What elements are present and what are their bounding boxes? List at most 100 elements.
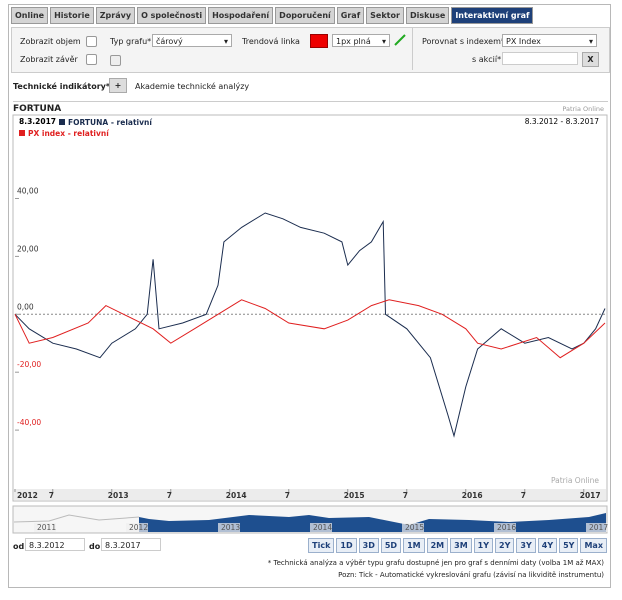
x-tick-label: 7 <box>403 491 408 500</box>
select[interactable]: 1px plná <box>332 34 390 48</box>
period-button[interactable]: 3Y <box>516 538 536 553</box>
tab[interactable]: Historie <box>50 7 94 24</box>
y-tick-label: -20,00 <box>17 360 41 369</box>
tab[interactable]: O společnosti <box>137 7 207 24</box>
to-input[interactable]: 8.3.2017 <box>101 538 161 551</box>
x-tick-label: 2015 <box>344 491 365 500</box>
period-button[interactable]: 5Y <box>559 538 579 553</box>
divider <box>13 101 608 102</box>
year-badge <box>586 523 608 532</box>
period-button[interactable]: 2M <box>426 538 449 553</box>
control-panel: Zobrazit objem Zobrazit závěr Typ grafu*… <box>11 27 610 73</box>
color-swatch[interactable] <box>310 34 328 48</box>
legend-label: FORTUNA - relativní <box>68 118 152 127</box>
legend-swatch <box>59 119 65 125</box>
x-tick-label: 2017 <box>580 491 601 500</box>
navigator-area <box>139 513 606 532</box>
year-badge <box>402 523 424 532</box>
series-line <box>14 299 606 359</box>
navigator-year: 2017 <box>589 523 608 532</box>
y-tick-label: -40,00 <box>17 418 41 427</box>
chart-range: 8.3.2012 - 8.3.2017 <box>525 117 599 126</box>
chart-frame <box>12 114 608 502</box>
period-button[interactable]: 3D <box>358 538 379 553</box>
x-tick-label: 7 <box>285 491 290 500</box>
navigator-year: 2013 <box>221 523 240 532</box>
tab[interactable]: Sektor <box>366 7 404 24</box>
period-button[interactable]: 1D <box>336 538 357 553</box>
add-indicator[interactable]: + <box>109 78 127 93</box>
period-button[interactable]: 4Y <box>537 538 558 553</box>
chart-title: FORTUNA <box>13 104 62 114</box>
navigator-year: 2014 <box>313 523 332 532</box>
period-button[interactable]: 3M <box>450 538 472 553</box>
to-label: do: <box>89 542 104 551</box>
clear-button[interactable]: X <box>582 52 599 67</box>
y-tick-label: 40,00 <box>17 186 39 195</box>
x-axis-strip <box>14 489 606 500</box>
tab[interactable]: Doporučení <box>275 7 335 24</box>
note: * Technická analýza a výběr typu grafu d… <box>267 559 604 567</box>
tab-bar: Online Historie Zprávy O společnosti Hospoda… <box>11 7 534 24</box>
select[interactable]: čárový <box>152 34 232 48</box>
checkbox[interactable] <box>86 36 97 47</box>
label: Typ grafu* <box>110 37 152 46</box>
x-tick-label: 7 <box>521 491 526 500</box>
period-button[interactable]: Tick <box>308 538 335 553</box>
tab[interactable]: Zprávy <box>95 7 136 24</box>
x-tick-label: 2012 <box>17 491 38 500</box>
label: Porovnat s indexem* <box>422 37 505 46</box>
academy-link[interactable]: Akademie technické analýzy <box>135 82 250 91</box>
x-tick-label: 2014 <box>226 491 247 500</box>
label: Trendová linka <box>242 37 300 46</box>
label: Zobrazit objem <box>20 37 81 46</box>
source: Patria Online <box>562 105 604 113</box>
period-button[interactable]: 1M <box>403 538 425 553</box>
indicators-label: Technické indikátory*: <box>13 82 114 91</box>
year-badge <box>126 523 148 532</box>
checkbox[interactable] <box>110 55 121 66</box>
y-tick-label: 20,00 <box>17 244 39 253</box>
stock-input[interactable] <box>502 52 578 65</box>
note: Pozn: Tick - Automatické vykreslování gr… <box>338 571 604 579</box>
y-tick-label: 0,00 <box>17 302 34 311</box>
tab[interactable]: Diskuse <box>405 7 450 24</box>
navigator-line <box>13 514 140 523</box>
series-line <box>14 212 606 438</box>
from-input[interactable]: 8.3.2012 <box>25 538 85 551</box>
legend-swatch <box>19 130 25 136</box>
watermark: Patria Online <box>551 476 599 485</box>
x-tick-label: 7 <box>49 491 54 500</box>
navigator-year: 2012 <box>129 523 148 532</box>
widget: Online Historie Zprávy O společnosti Hospoda… <box>8 4 611 588</box>
navigator-year: 2016 <box>497 523 516 532</box>
year-badge <box>310 523 332 532</box>
compare-box <box>412 28 603 70</box>
pen-icon[interactable] <box>393 34 407 46</box>
year-badge <box>218 523 240 532</box>
tab[interactable]: Interaktivní graf <box>451 7 534 24</box>
navigator-year: 2015 <box>405 523 424 532</box>
chart-date: 8.3.2017 <box>19 117 56 126</box>
from-label: od: <box>13 542 28 551</box>
period-buttons: Tick 1D 3D 5D 1M 2M 3M 1Y 2Y 3Y 4Y 5Y Max <box>308 538 607 553</box>
year-badge <box>494 523 516 532</box>
period-button[interactable]: Max <box>580 538 607 553</box>
x-tick-label: 7 <box>167 491 172 500</box>
tab[interactable]: Online <box>11 7 49 24</box>
navigator-year: 2011 <box>37 523 56 532</box>
period-button[interactable]: 2Y <box>495 538 515 553</box>
period-button[interactable]: 1Y <box>473 538 494 553</box>
period-button[interactable]: 5D <box>380 538 402 553</box>
year-badge <box>34 523 56 532</box>
legend-label: PX index - relativní <box>28 129 109 138</box>
x-tick-label: 2016 <box>462 491 483 500</box>
select[interactable]: PX Index <box>502 34 597 48</box>
label: Zobrazit závěr <box>20 55 78 64</box>
tab[interactable]: Graf <box>336 7 365 24</box>
checkbox[interactable] <box>86 54 97 65</box>
tab[interactable]: Hospodaření <box>208 7 274 24</box>
chart: 2011 2012 2013 2014 2015 2016 2017 8.3.2017 8.3.… <box>12 114 608 534</box>
x-tick-label: 2013 <box>108 491 129 500</box>
